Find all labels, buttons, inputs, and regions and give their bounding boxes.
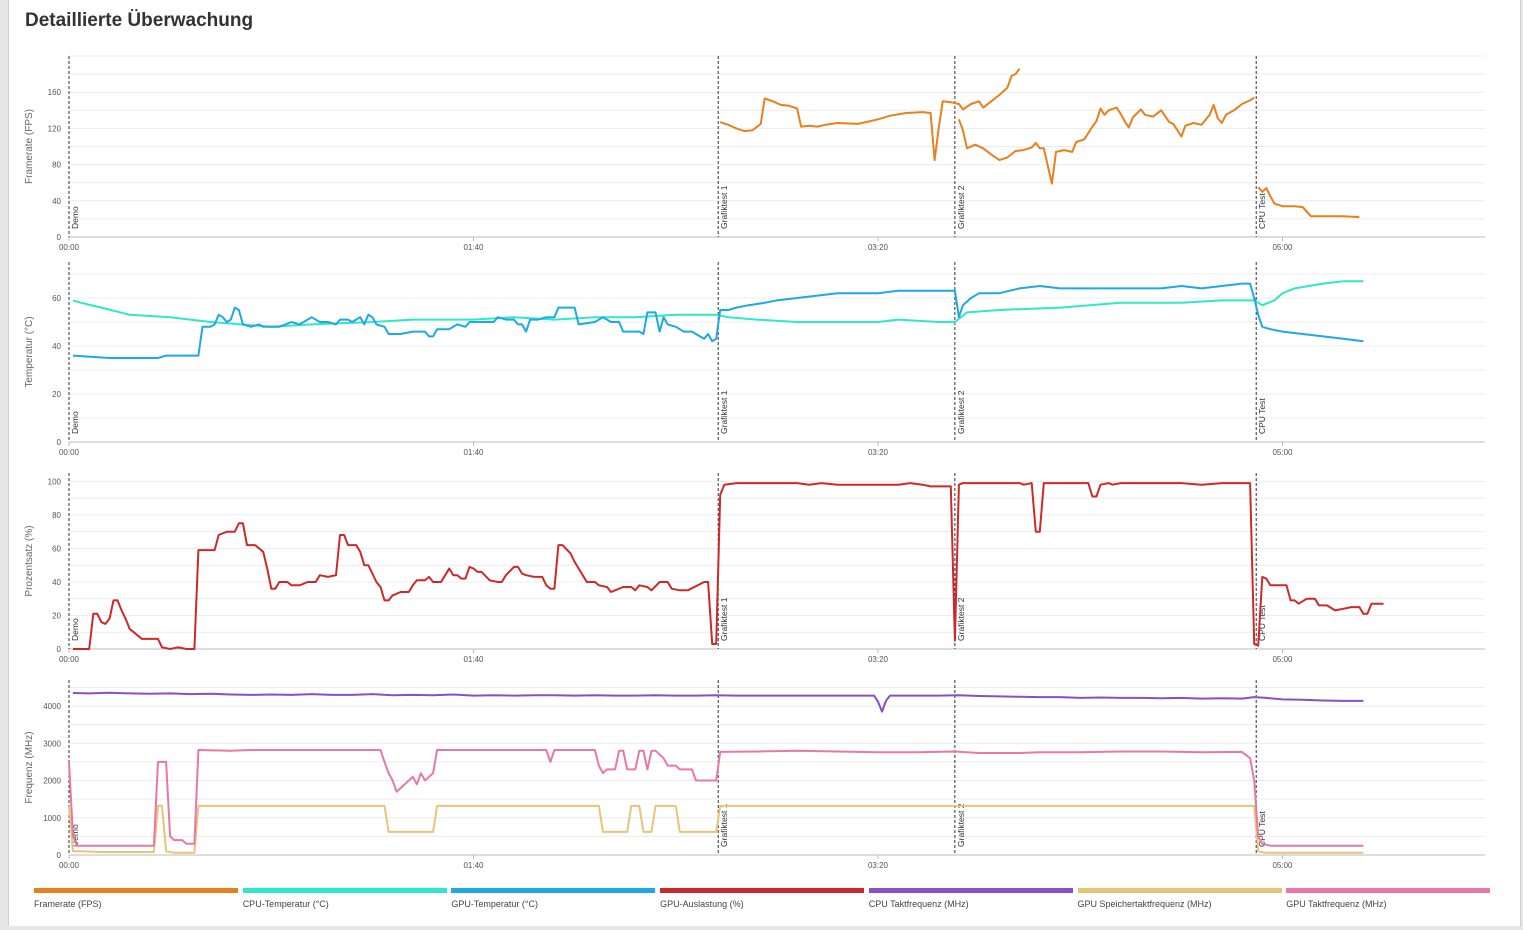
series-line-gpu_mem_clock: [68, 804, 1364, 854]
y-tick-label: 20: [52, 611, 61, 620]
frequency-chart: 0 1000 2000 3000 4000 00:00 01:40 03:20 05:00 Fre…: [24, 680, 1485, 870]
y-tick-label: 20: [52, 390, 61, 399]
y-tick-label: 60: [52, 294, 61, 303]
legend-label: GPU Speichertaktfrequenz (MHz): [1077, 899, 1212, 909]
series-line-fps: [957, 96, 1255, 185]
y-tick-label: 40: [52, 342, 61, 351]
x-tick-label: 00:00: [59, 861, 80, 870]
legend-item-gpu_load[interactable]: GPU-Auslastung (%): [660, 888, 865, 912]
legend-item-cpu_clock[interactable]: CPU Taktfrequenz (MHz): [868, 888, 1073, 912]
legend-label: GPU-Temperatur (°C): [451, 899, 539, 909]
legend-item-gpu_mem_clock[interactable]: GPU Speichertaktfrequenz (MHz): [1077, 888, 1282, 912]
series-line-cpu_clock: [72, 691, 1364, 713]
legend-label: CPU Taktfrequenz (MHz): [868, 899, 969, 909]
series-line-fps: [719, 68, 1021, 162]
marker-label: Grafiktest 2: [956, 390, 966, 434]
y-tick-label: 4000: [43, 702, 61, 711]
y-axis-label: Temperatur (°C): [24, 316, 35, 387]
y-tick-label: 2000: [43, 777, 61, 786]
x-tick-label: 05:00: [1272, 655, 1293, 664]
marker-label: CPU Test: [1257, 398, 1267, 434]
y-axis-label: Frequenz (MHz): [24, 731, 35, 803]
monitoring-panel: Detaillierte Überwachung: [8, 0, 1521, 926]
y-tick-label: 1000: [43, 814, 61, 823]
x-tick-label: 01:40: [463, 448, 484, 457]
legend-item-fps[interactable]: Framerate (FPS): [34, 888, 238, 912]
series-line-gpu_temp: [72, 282, 1364, 359]
y-axis-label: Prozentsatz (%): [24, 525, 35, 596]
y-tick-label: 0: [57, 851, 62, 860]
x-tick-label: 01:40: [463, 861, 484, 870]
series-line-gpu_clock: [68, 749, 1364, 847]
page-title: Detaillierte Überwachung: [25, 10, 254, 31]
marker-label: Grafiktest 2: [956, 597, 966, 641]
marker-label: Grafiktest 2: [956, 803, 966, 847]
legend-label: CPU-Temperatur (°C): [242, 899, 329, 909]
y-tick-label: 100: [48, 477, 62, 486]
y-tick-label: 40: [52, 578, 61, 587]
y-tick-label: 60: [52, 544, 61, 553]
charts-area: 0 40 80 120 160 00:00 01:40 03:20 05:00 Framerate…: [24, 55, 1485, 870]
x-tick-label: 05:00: [1272, 243, 1293, 252]
series-line-cpu_temp: [72, 280, 1364, 328]
y-tick-label: 0: [57, 233, 62, 242]
legend-swatch: [1077, 888, 1282, 893]
y-tick-label: 3000: [43, 739, 61, 748]
y-axis-label: Framerate (FPS): [24, 109, 35, 184]
x-tick-label: 00:00: [59, 243, 80, 252]
y-tick-label: 80: [52, 511, 61, 520]
marker-label: Grafiktest 2: [956, 185, 966, 229]
legend-item-cpu_temp[interactable]: CPU-Temperatur (°C): [242, 888, 447, 912]
legend-item-gpu_temp[interactable]: GPU-Temperatur (°C): [451, 888, 656, 912]
marker-label: Demo: [70, 618, 80, 641]
x-tick-label: 03:20: [868, 448, 889, 457]
x-tick-label: 03:20: [868, 861, 889, 870]
y-tick-label: 160: [48, 88, 62, 97]
y-tick-label: 0: [57, 438, 62, 447]
legend-label: GPU Taktfrequenz (MHz): [1286, 899, 1387, 909]
y-tick-label: 0: [57, 645, 62, 654]
series-line-gpu_load: [73, 482, 1384, 650]
y-tick-label: 80: [52, 161, 61, 170]
x-tick-label: 01:40: [463, 655, 484, 664]
temperature-chart: 0 20 40 60 00:00 01:40 03:20 05:00 Temperatur (°…: [24, 262, 1485, 457]
marker-label: Grafiktest 1: [719, 390, 729, 434]
gpu-load-chart: 0 20 40 60 80 100 00:00 01:40 03:20 05:00 Prozents…: [24, 473, 1485, 664]
x-tick-label: 00:00: [59, 655, 80, 664]
legend-swatch: [868, 888, 1073, 893]
legend-swatch: [1286, 888, 1491, 893]
framerate-chart: 0 40 80 120 160 00:00 01:40 03:20 05:00 Framerate…: [24, 55, 1485, 252]
legend-swatch: [242, 888, 447, 893]
marker-label: Grafiktest 1: [719, 597, 729, 641]
x-tick-label: 05:00: [1272, 861, 1293, 870]
legend-swatch: [660, 888, 865, 893]
marker-label: CPU Test: [1257, 193, 1267, 229]
x-tick-label: 03:20: [868, 243, 889, 252]
x-tick-label: 00:00: [59, 448, 80, 457]
legend-swatch: [34, 888, 238, 893]
y-tick-label: 120: [48, 124, 62, 133]
x-tick-label: 03:20: [868, 655, 889, 664]
legend-swatch: [451, 888, 656, 893]
legend-label: Framerate (FPS): [34, 899, 102, 909]
legend-item-gpu_clock[interactable]: GPU Taktfrequenz (MHz): [1286, 888, 1491, 912]
marker-label: CPU Test: [1257, 811, 1267, 847]
series-line-fps: [1257, 186, 1360, 219]
y-tick-label: 40: [52, 197, 61, 206]
marker-label: Grafiktest 1: [719, 803, 729, 847]
marker-label: Demo: [70, 206, 80, 229]
marker-label: CPU Test: [1257, 605, 1267, 641]
marker-label: Demo: [70, 411, 80, 434]
legend-label: GPU-Auslastung (%): [660, 899, 744, 909]
marker-label: Demo: [70, 824, 80, 847]
marker-label: Grafiktest 1: [719, 185, 729, 229]
x-tick-label: 05:00: [1272, 448, 1293, 457]
x-tick-label: 01:40: [463, 243, 484, 252]
